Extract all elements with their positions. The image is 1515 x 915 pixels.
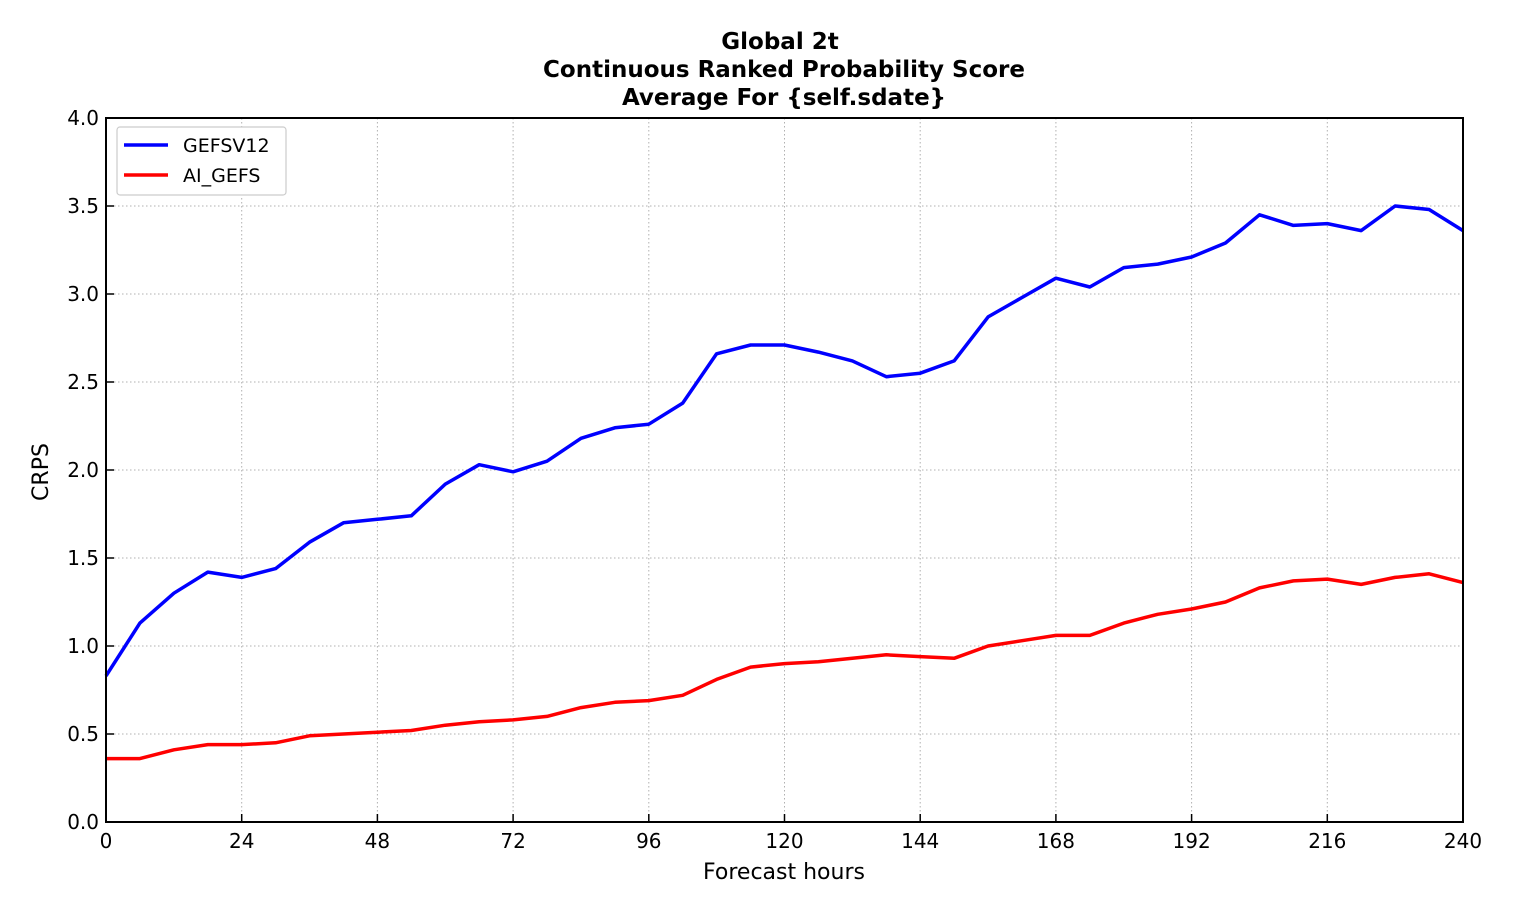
legend: GEFSV12 AI_GEFS — [116, 126, 287, 196]
y-tick-label: 2.0 — [67, 458, 99, 482]
y-tick-label: 0.5 — [67, 722, 99, 746]
series-line-ai-gefs — [106, 572, 1464, 761]
tick-labels: 0 24 48 72 96 120 144 168 192 216 240 0.0 0.5 1.0 1.5 2… — [67, 106, 1482, 853]
x-tick-label: 0 — [100, 829, 113, 853]
legend-label-ai-gefs: AI_GEFS — [183, 165, 260, 187]
y-tick-label: 1.5 — [67, 546, 99, 570]
y-tick-label: 2.5 — [67, 370, 99, 394]
x-tick-label: 240 — [1444, 829, 1482, 853]
x-tick-label: 168 — [1037, 829, 1075, 853]
chart-title: Global 2t Continuous Ranked Probability … — [543, 29, 1025, 111]
y-tick-label: 0.0 — [67, 810, 99, 834]
x-tick-label: 96 — [636, 829, 661, 853]
grid — [105, 117, 1464, 823]
x-tick-label: 24 — [229, 829, 254, 853]
title-line-3: Average For {self.sdate} — [622, 85, 946, 111]
title-line-2: Continuous Ranked Probability Score — [543, 57, 1025, 83]
y-tick-label: 3.0 — [67, 282, 99, 306]
series-line-gefsv12 — [104, 204, 1464, 677]
title-line-1: Global 2t — [721, 29, 838, 55]
legend-label-gefsv12: GEFSV12 — [183, 135, 270, 157]
x-tick-label: 192 — [1173, 829, 1211, 853]
axis-ticks — [105, 117, 1464, 823]
y-axis-label: CRPS — [29, 443, 54, 501]
series — [104, 204, 1464, 761]
x-tick-label: 216 — [1308, 829, 1346, 853]
x-tick-label: 72 — [500, 829, 525, 853]
y-tick-label: 4.0 — [67, 106, 99, 130]
x-tick-label: 120 — [765, 829, 803, 853]
x-axis-label: Forecast hours — [703, 860, 865, 885]
y-tick-label: 3.5 — [67, 194, 99, 218]
x-tick-label: 48 — [365, 829, 390, 853]
x-tick-label: 144 — [901, 829, 939, 853]
y-tick-label: 1.0 — [67, 634, 99, 658]
